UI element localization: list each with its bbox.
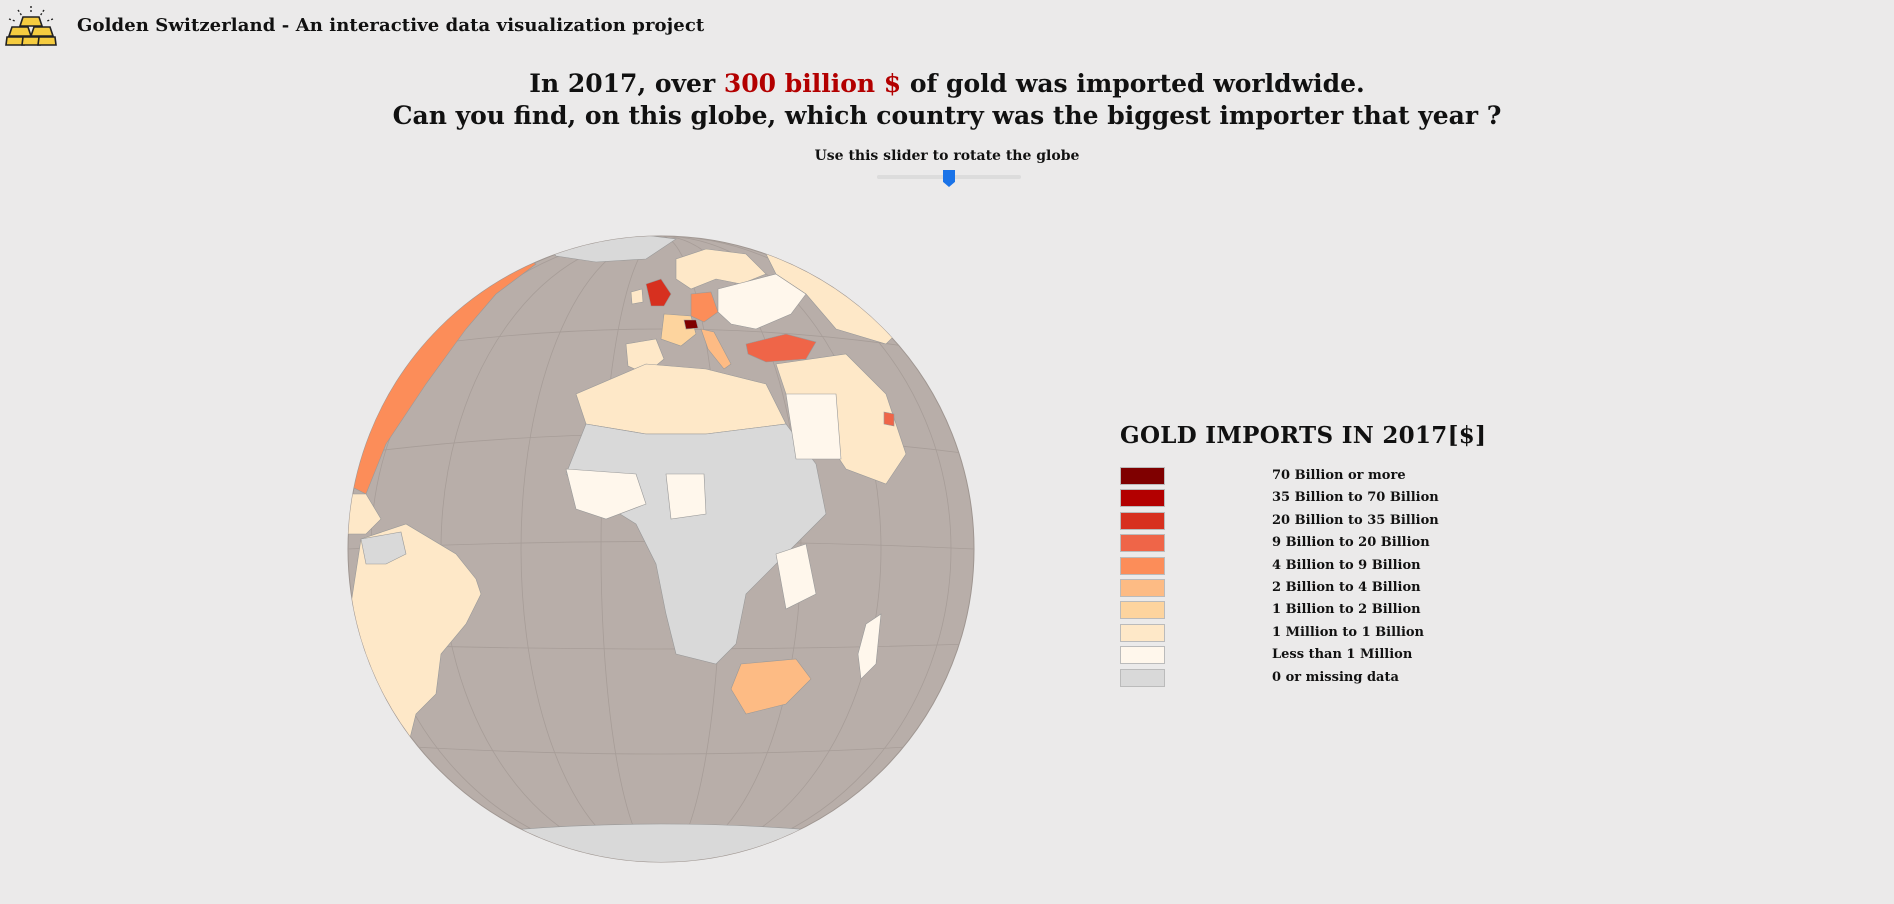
legend-label: 9 Billion to 20 Billion <box>1272 535 1430 551</box>
legend-label: Less than 1 Million <box>1272 647 1413 663</box>
legend-item: 70 Billion or more <box>1120 465 1540 487</box>
slider-thumb[interactable] <box>943 170 955 187</box>
globe[interactable] <box>346 234 976 864</box>
region-switzerland <box>683 319 699 330</box>
legend-label: 0 or missing data <box>1272 669 1399 685</box>
legend-item: 1 Billion to 2 Billion <box>1120 599 1540 621</box>
gold-bars-icon[interactable] <box>4 4 58 46</box>
headline-suffix: of gold was imported worldwide. <box>901 69 1365 98</box>
legend: GOLD IMPORTS IN 2017[$] 70 Billion or mo… <box>1120 422 1540 689</box>
region-ireland <box>630 288 644 305</box>
legend-item: 1 Million to 1 Billion <box>1120 622 1540 644</box>
legend-label: 4 Billion to 9 Billion <box>1272 557 1421 573</box>
site-title[interactable]: Golden Switzerland - An interactive data… <box>77 15 705 36</box>
legend-item: Less than 1 Million <box>1120 644 1540 666</box>
region-antarctica <box>465 823 857 862</box>
region-germany <box>690 291 719 323</box>
legend-item: 20 Billion to 35 Billion <box>1120 510 1540 532</box>
legend-item: 4 Billion to 9 Billion <box>1120 555 1540 577</box>
legend-item: 2 Billion to 4 Billion <box>1120 577 1540 599</box>
region-madagascar <box>857 613 882 680</box>
legend-swatch <box>1120 668 1165 687</box>
headline-line-1: In 2017, over 300 billion $ of gold was … <box>0 68 1894 100</box>
headline-line-2: Can you find, on this globe, which count… <box>392 101 1502 130</box>
legend-label: 20 Billion to 35 Billion <box>1272 512 1439 528</box>
legend-item: 35 Billion to 70 Billion <box>1120 487 1540 509</box>
legend-swatch <box>1120 489 1165 508</box>
region-south-america-missing <box>360 531 407 565</box>
legend-swatch <box>1120 646 1165 665</box>
legend-label: 35 Billion to 70 Billion <box>1272 490 1439 506</box>
legend-swatch <box>1120 601 1165 620</box>
region-south-africa <box>730 658 812 715</box>
region-central-america <box>348 493 382 535</box>
region-uae <box>883 411 895 427</box>
legend-label: 1 Billion to 2 Billion <box>1272 602 1421 618</box>
legend-swatch <box>1120 511 1165 530</box>
legend-swatch <box>1120 623 1165 642</box>
legend-title: GOLD IMPORTS IN 2017[$] <box>1120 422 1487 449</box>
headline: In 2017, over 300 billion $ of gold was … <box>0 68 1894 132</box>
region-egypt <box>785 393 842 460</box>
navbar: Golden Switzerland - An interactive data… <box>0 0 1894 50</box>
region-west-africa <box>565 468 647 520</box>
region-east-africa <box>775 543 817 610</box>
region-uk <box>645 278 672 307</box>
rotation-slider[interactable] <box>877 170 1021 187</box>
legend-label: 2 Billion to 4 Billion <box>1272 579 1421 595</box>
legend-item: 9 Billion to 20 Billion <box>1120 532 1540 554</box>
legend-swatch <box>1120 534 1165 553</box>
headline-highlight: 300 billion $ <box>723 69 902 98</box>
legend-item: 0 or missing data <box>1120 667 1540 689</box>
region-italy <box>700 328 732 370</box>
region-nigeria <box>665 473 707 520</box>
headline-prefix: In 2017, over <box>529 69 724 98</box>
legend-swatch <box>1120 578 1165 597</box>
legend-swatch <box>1120 467 1165 485</box>
legend-label: 1 Million to 1 Billion <box>1272 624 1425 640</box>
region-turkey <box>745 333 817 363</box>
legend-label: 70 Billion or more <box>1272 468 1406 483</box>
legend-rows: 70 Billion or more 35 Billion to 70 Billi… <box>1120 465 1540 689</box>
slider-label: Use this slider to rotate the globe <box>814 148 1080 164</box>
legend-swatch <box>1120 556 1165 575</box>
slider-fill <box>877 175 949 179</box>
